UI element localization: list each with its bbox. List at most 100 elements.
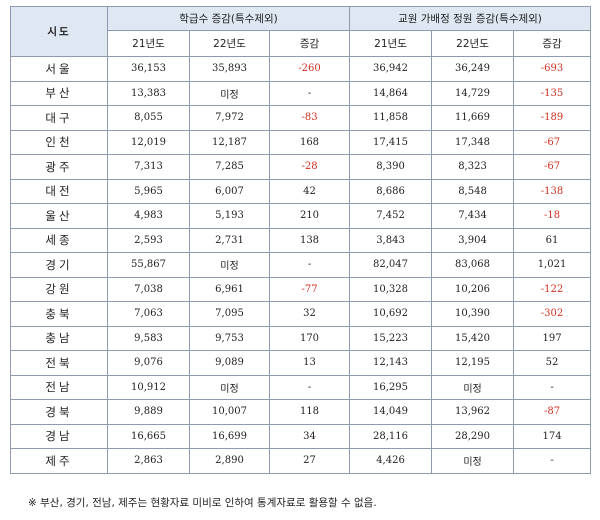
table-row: 전남 10,912 미정 -16,295 미정 - bbox=[10, 374, 592, 400]
teachers-diff-cell: -67 bbox=[513, 129, 592, 155]
stats-table: 시도 학급수 증감(특수제외) 교원 가배정 정원 증감(특수제외) 21년도 … bbox=[10, 6, 592, 474]
classes-21-cell: 4,983 bbox=[107, 203, 190, 229]
classes-22-cell: 35,893 bbox=[189, 56, 270, 82]
table-row: 인천 12,019 12,187 168 17,415 17,348 -67 bbox=[10, 129, 592, 155]
teachers-diff-cell: - bbox=[513, 448, 592, 474]
region-cell: 경기 bbox=[10, 252, 108, 278]
classes-22-cell: 12,187 bbox=[189, 129, 270, 155]
classes-21-cell: 55,867 bbox=[107, 252, 190, 278]
teachers-21-cell: 3,843 bbox=[349, 227, 433, 253]
group-header-teachers: 교원 가배정 정원 증감(특수제외) bbox=[349, 6, 592, 31]
classes-22-cell: 7,972 bbox=[189, 105, 270, 131]
region-cell: 서울 bbox=[10, 56, 108, 82]
classes-22-cell: 9,753 bbox=[189, 325, 270, 351]
classes-22-cell: 6,961 bbox=[189, 276, 270, 302]
classes-diff-cell: 118 bbox=[268, 399, 351, 425]
table-row: 울산 4,983 5,193 210 7,452 7,434 -18 bbox=[10, 203, 592, 229]
subheader-teachers-diff: 증감 bbox=[513, 30, 592, 57]
classes-22-cell: 7,285 bbox=[189, 154, 270, 180]
teachers-diff-cell: 1,021 bbox=[513, 252, 592, 278]
classes-22-cell: 미정 bbox=[189, 80, 270, 106]
classes-diff-cell: - bbox=[268, 252, 351, 278]
classes-21-cell: 8,055 bbox=[107, 105, 190, 131]
classes-21-cell: 7,063 bbox=[107, 301, 190, 327]
teachers-diff-cell: -67 bbox=[513, 154, 592, 180]
teachers-21-cell: 15,223 bbox=[349, 325, 433, 351]
classes-21-cell: 10,912 bbox=[107, 374, 190, 400]
teachers-21-cell: 14,864 bbox=[349, 80, 433, 106]
teachers-22-cell: 14,729 bbox=[431, 80, 515, 106]
classes-diff-cell: -83 bbox=[268, 105, 351, 131]
teachers-diff-cell: -189 bbox=[513, 105, 592, 131]
teachers-21-cell: 28,116 bbox=[349, 423, 433, 449]
classes-21-cell: 2,863 bbox=[107, 448, 190, 474]
classes-diff-cell: 210 bbox=[268, 203, 351, 229]
classes-21-cell: 7,038 bbox=[107, 276, 190, 302]
classes-diff-cell: -77 bbox=[268, 276, 351, 302]
classes-diff-cell: 13 bbox=[268, 350, 351, 376]
teachers-21-cell: 82,047 bbox=[349, 252, 433, 278]
classes-22-cell: 5,193 bbox=[189, 203, 270, 229]
region-cell: 강원 bbox=[10, 276, 108, 302]
classes-22-cell: 미정 bbox=[189, 252, 270, 278]
teachers-21-cell: 4,426 bbox=[349, 448, 433, 474]
table-row: 대구 8,055 7,972 -83 11,858 11,669 -189 bbox=[10, 105, 592, 131]
region-cell: 제주 bbox=[10, 448, 108, 474]
table-row: 충남 9,583 9,753 170 15,223 15,420 197 bbox=[10, 325, 592, 351]
classes-22-cell: 10,007 bbox=[189, 399, 270, 425]
teachers-diff-cell: -87 bbox=[513, 399, 592, 425]
teachers-diff-cell: -135 bbox=[513, 80, 592, 106]
table-row: 경기 55,867 미정 -82,047 83,068 1,021 bbox=[10, 252, 592, 278]
teachers-22-cell: 미정 bbox=[431, 374, 515, 400]
classes-21-cell: 36,153 bbox=[107, 56, 190, 82]
table-row: 충북 7,063 7,095 32 10,692 10,390 -302 bbox=[10, 301, 592, 327]
classes-21-cell: 13,383 bbox=[107, 80, 190, 106]
subheader-classes-21: 21년도 bbox=[107, 30, 190, 57]
classes-22-cell: 2,731 bbox=[189, 227, 270, 253]
table-row: 전북 9,076 9,089 13 12,143 12,195 52 bbox=[10, 350, 592, 376]
classes-22-cell: 7,095 bbox=[189, 301, 270, 327]
teachers-22-cell: 36,249 bbox=[431, 56, 515, 82]
table-row: 경북 9,889 10,007 118 14,049 13,962 -87 bbox=[10, 399, 592, 425]
teachers-diff-cell: 197 bbox=[513, 325, 592, 351]
classes-diff-cell: 27 bbox=[268, 448, 351, 474]
table-row: 제주 2,863 2,890 27 4,426 미정 - bbox=[10, 448, 592, 474]
classes-diff-cell: 168 bbox=[268, 129, 351, 155]
teachers-22-cell: 10,206 bbox=[431, 276, 515, 302]
teachers-21-cell: 7,452 bbox=[349, 203, 433, 229]
classes-diff-cell: 32 bbox=[268, 301, 351, 327]
teachers-diff-cell: -302 bbox=[513, 301, 592, 327]
teachers-21-cell: 17,415 bbox=[349, 129, 433, 155]
teachers-22-cell: 8,548 bbox=[431, 178, 515, 204]
subheader-classes-diff: 증감 bbox=[268, 30, 351, 57]
table-row: 강원 7,038 6,961 -77 10,328 10,206 -122 bbox=[10, 276, 592, 302]
teachers-diff-cell: -122 bbox=[513, 276, 592, 302]
region-header: 시도 bbox=[10, 6, 108, 57]
region-cell: 인천 bbox=[10, 129, 108, 155]
table-row: 서울 36,153 35,893 -260 36,942 36,249 -693 bbox=[10, 56, 592, 82]
classes-diff-cell: -260 bbox=[268, 56, 351, 82]
teachers-diff-cell: - bbox=[513, 374, 592, 400]
region-cell: 울산 bbox=[10, 203, 108, 229]
table-row: 경남 16,665 16,699 34 28,116 28,290 174 bbox=[10, 423, 592, 449]
region-cell: 광주 bbox=[10, 154, 108, 180]
group-header-classes: 학급수 증감(특수제외) bbox=[106, 6, 351, 31]
classes-21-cell: 9,889 bbox=[107, 399, 190, 425]
classes-21-cell: 5,965 bbox=[107, 178, 190, 204]
classes-21-cell: 12,019 bbox=[107, 129, 190, 155]
region-cell: 충북 bbox=[10, 301, 108, 327]
subheader-teachers-21: 21년도 bbox=[349, 30, 433, 57]
region-cell: 경북 bbox=[10, 399, 108, 425]
classes-diff-cell: - bbox=[268, 374, 351, 400]
teachers-21-cell: 14,049 bbox=[349, 399, 433, 425]
teachers-21-cell: 8,390 bbox=[349, 154, 433, 180]
teachers-22-cell: 3,904 bbox=[431, 227, 515, 253]
classes-21-cell: 9,076 bbox=[107, 350, 190, 376]
teachers-22-cell: 12,195 bbox=[431, 350, 515, 376]
classes-21-cell: 2,593 bbox=[107, 227, 190, 253]
teachers-21-cell: 10,328 bbox=[349, 276, 433, 302]
teachers-22-cell: 13,962 bbox=[431, 399, 515, 425]
teachers-21-cell: 10,692 bbox=[349, 301, 433, 327]
teachers-22-cell: 17,348 bbox=[431, 129, 515, 155]
region-cell: 전남 bbox=[10, 374, 108, 400]
